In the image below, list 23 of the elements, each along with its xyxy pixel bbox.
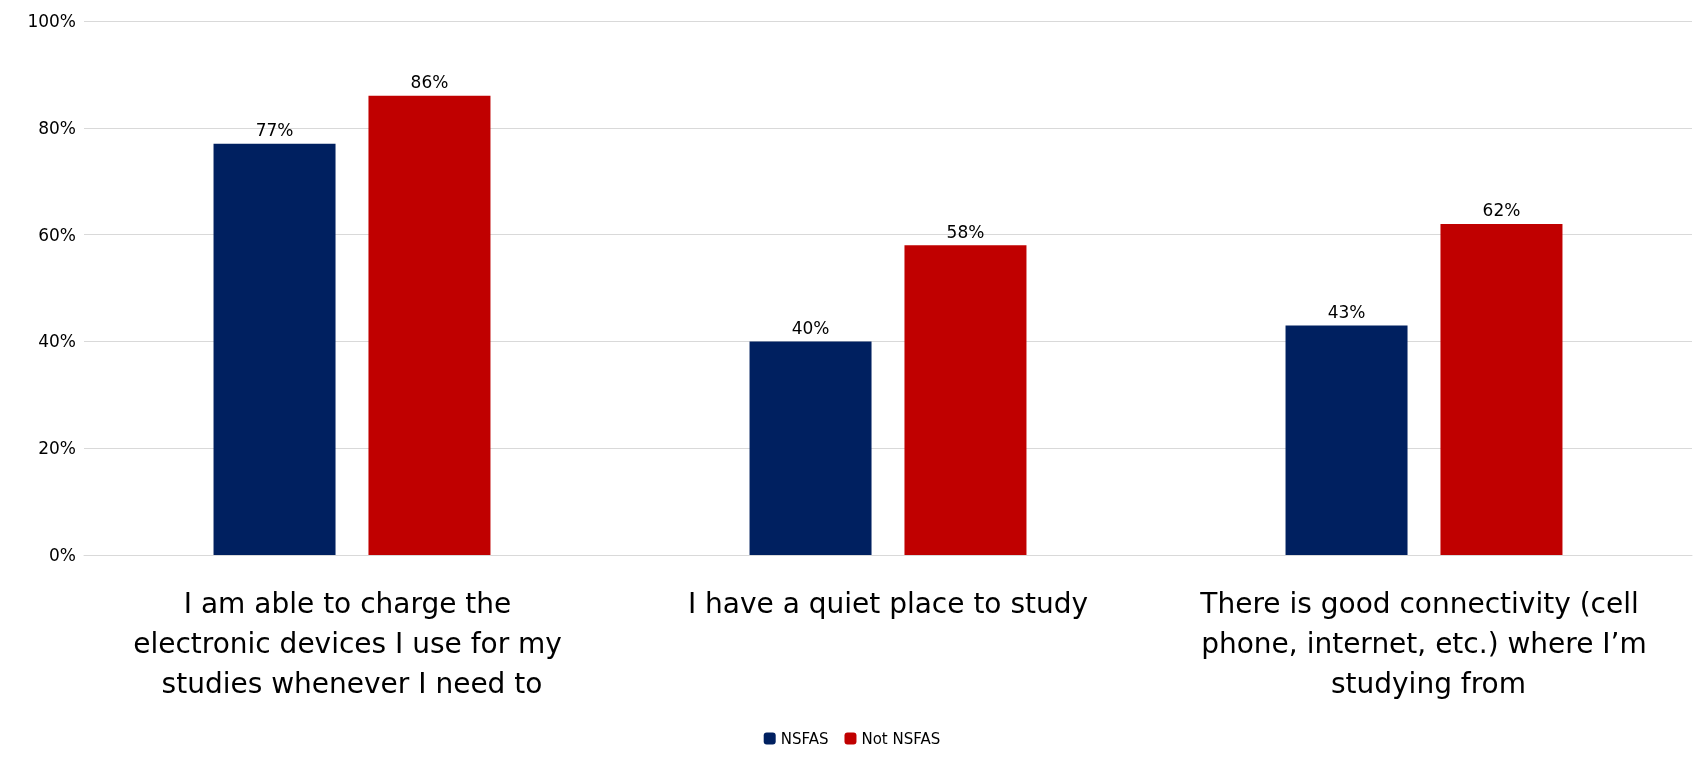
- x-tick-label: There is good connectivity (cell phone, internet, etc.) where I’m studying from: [1199, 586, 1648, 700]
- data-label: 86%: [410, 72, 449, 93]
- y-tick-label: 0%: [49, 545, 76, 565]
- bar: [749, 341, 872, 555]
- data-label: 62%: [1482, 200, 1521, 221]
- data-label: 58%: [946, 221, 985, 242]
- data-label: 40%: [791, 317, 830, 338]
- bar: [368, 95, 491, 555]
- y-tick-label: 40%: [38, 331, 76, 352]
- legend-label: Not NSFAS: [861, 729, 941, 748]
- data-label: 77%: [255, 120, 294, 141]
- y-tick-label: 80%: [38, 117, 76, 138]
- bar: [1285, 325, 1408, 555]
- bar: [904, 245, 1027, 555]
- bar: [1440, 223, 1563, 555]
- bar: [213, 143, 336, 555]
- y-tick-label: 60%: [38, 224, 76, 245]
- y-tick-label: 20%: [38, 438, 76, 459]
- x-tick-label: I am able to charge the electronic devices I use for my studies whenever I need to: [133, 586, 571, 700]
- x-tick-label: I have a quiet place to study: [687, 586, 1089, 620]
- y-tick-label: 100%: [27, 11, 76, 31]
- data-label: 43%: [1327, 301, 1366, 322]
- legend-label: NSFAS: [780, 729, 829, 748]
